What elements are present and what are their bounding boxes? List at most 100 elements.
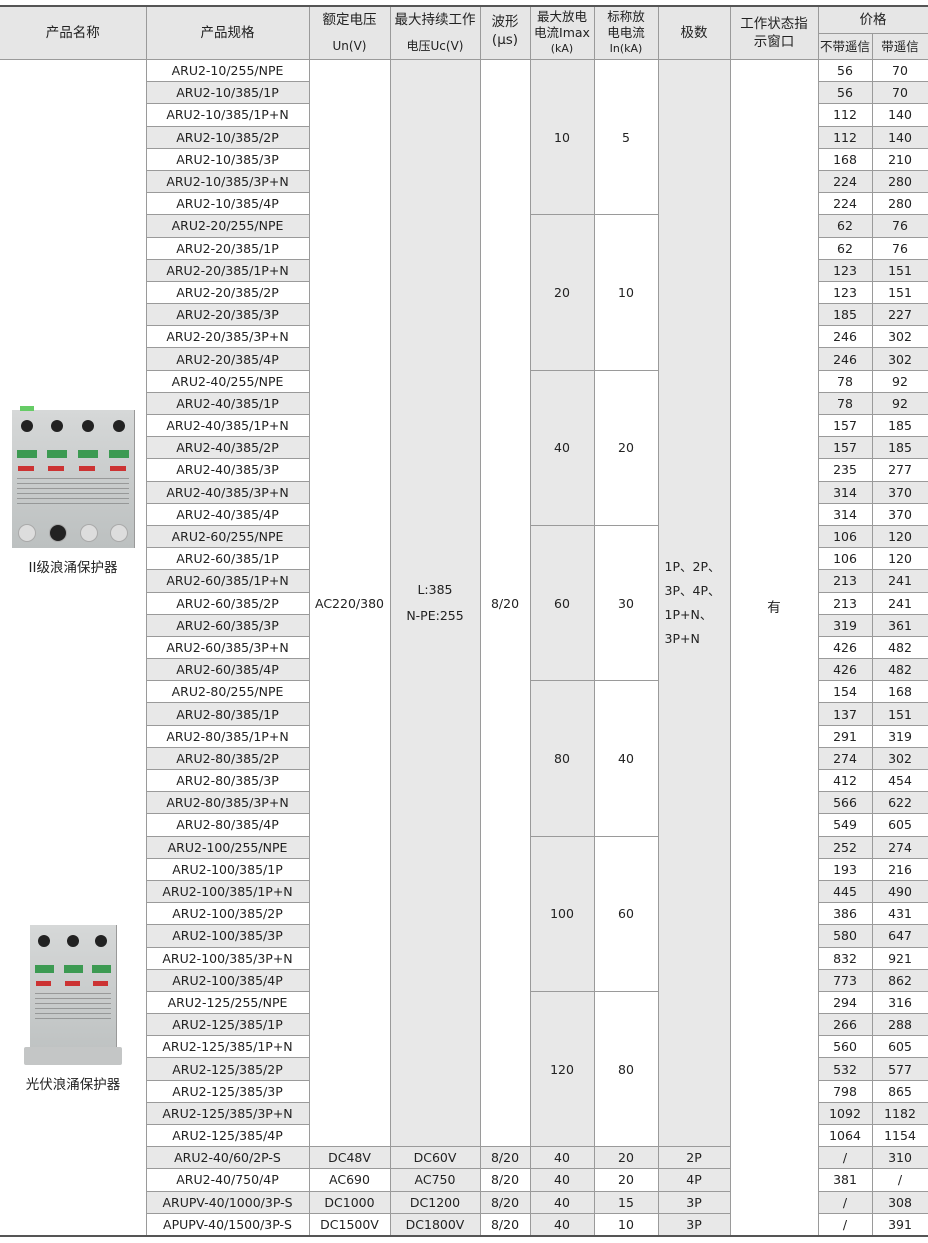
product-spec: ARU2-80/385/4P [145,813,310,837]
price-no-remote: 185 [817,303,873,327]
product-spec: ARU2-100/385/2P [145,902,310,926]
max-cont-voltage: L:385 N-PE:255 [389,58,481,1148]
imax: 40 [529,1190,595,1214]
product-spec: ARU2-60/385/2P [145,591,310,615]
price-no-remote: 235 [817,458,873,482]
price-remote: 865 [871,1079,928,1103]
in-current: 20 [593,1146,659,1170]
product-spec: ARU2-125/255/NPE [145,990,310,1015]
price-remote: 280 [871,169,928,194]
product-spec: ARU2-125/385/1P+N [145,1035,310,1059]
price-no-remote: 157 [817,436,873,460]
table-row: ARU2-125/255/NPE 120 80 294 316 [0,990,928,1148]
rated-voltage: DC1000 [308,1190,391,1214]
table-row: ARU2-20/255/NPE 20 10 62 76 [0,214,928,371]
header-product-name: 产品名称 [0,5,147,60]
price-no-remote: 314 [817,502,873,526]
table-row: ARU2-125/385/1P+N 560 605 [0,1035,928,1059]
table-row: ARU2-100/385/1P+N 445 490 [0,879,928,904]
price-no-remote: 252 [817,835,873,859]
status-window: 有 [729,58,819,1236]
product-spec: ARUPV-40/1000/3P-S [145,1190,310,1214]
price-no-remote: 137 [817,702,873,726]
price-no-remote: 773 [817,968,873,992]
header-poles: 极数 [657,5,731,60]
header-rated-voltage: 额定电压 Un(V) [308,5,391,60]
status-window-value: 有 [767,600,781,616]
rated-voltage: DC48V [308,1146,391,1170]
product-spec: ARU2-20/385/3P+N [145,325,310,349]
in-current: 80 [593,990,659,1148]
price-remote: 280 [871,192,928,216]
price-remote: 210 [871,147,928,171]
price-remote: 120 [871,524,928,549]
product-group-pv-surge: 光伏浪涌保护器 [0,925,146,1093]
in-current: 10 [593,214,659,371]
price-remote: 227 [871,303,928,327]
waveform: 8/20 [479,1168,531,1192]
price-remote: 241 [871,569,928,593]
table-row: ARU2-60/385/1P+N 213 241 [0,569,928,593]
header-in-l1: 标称放 [607,9,645,24]
product-spec: ARU2-60/385/4P [145,658,310,682]
table-row: ARU2-10/385/4P 224 280 [0,192,928,216]
max-cont-voltage: DC1200 [389,1190,481,1214]
poles: 2P [657,1146,731,1170]
price-no-remote: 832 [817,946,873,970]
price-remote: 370 [871,502,928,526]
imax: 100 [529,835,595,992]
table-row: ARU2-80/385/4P 549 605 [0,813,928,837]
table-row: ARU2-40/385/3P 235 277 [0,458,928,482]
price-no-remote: 266 [817,1013,873,1037]
table-row: ARU2-80/255/NPE 80 40 154 168 [0,680,928,837]
price-remote: 490 [871,879,928,904]
price-remote: 391 [871,1212,928,1237]
cell-line: 1P+N、 [664,607,713,623]
table-row: ARU2-125/385/4P 1064 1154 [0,1123,928,1148]
header-product-spec: 产品规格 [145,5,310,60]
product-spec: ARU2-80/385/3P+N [145,791,310,815]
product-spec: ARU2-20/385/4P [145,347,310,371]
table-row: ARU2-20/385/1P+N 123 151 [0,258,928,282]
product-spec: ARU2-10/385/4P [145,192,310,216]
price-no-remote: 154 [817,680,873,704]
price-no-remote: 1092 [817,1101,873,1126]
product-spec: ARU2-40/385/1P+N [145,413,310,438]
table-row: ARU2-100/385/4P 773 862 [0,968,928,992]
table-row: ARU2-10/385/1P+N 112 140 [0,103,928,127]
product-spec: ARU2-80/385/1P [145,702,310,726]
header-rated-voltage-l2: Un(V) [332,39,367,53]
price-remote: 140 [871,103,928,127]
waveform: 8/20 [479,1212,531,1237]
imax: 40 [529,1146,595,1170]
price-remote: 482 [871,635,928,660]
price-no-remote: 566 [817,791,873,815]
price-no-remote: / [817,1212,873,1237]
table-row: ARU2-40/385/4P 314 370 [0,502,928,526]
price-no-remote: 580 [817,924,873,948]
rated-voltage: DC1500V [308,1212,391,1237]
price-remote: 482 [871,658,928,682]
header-status-l1: 工作状态指 [740,16,808,32]
imax: 40 [529,369,595,526]
header-max-cont-voltage: 最大持续工作 电压Uc(V) [389,5,481,60]
table-row: ARU2-60/385/2P 213 241 [0,591,928,615]
waveform: 8/20 [479,1190,531,1214]
price-no-remote: 291 [817,724,873,748]
price-no-remote: 532 [817,1057,873,1081]
price-remote: 241 [871,591,928,615]
price-remote: 1182 [871,1101,928,1126]
product-spec: ARU2-40/60/2P-S [145,1146,310,1170]
header-status-l2: 示窗口 [753,34,795,50]
imax: 120 [529,990,595,1148]
table-row: ARU2-10/385/2P 112 140 [0,125,928,149]
price-no-remote: 426 [817,658,873,682]
price-remote: 274 [871,835,928,859]
product-group-ii-surge: II级浪涌保护器 [0,406,146,576]
header-in-l3: In(kA) [609,42,643,55]
in-current: 10 [593,1212,659,1237]
price-no-remote: 112 [817,125,873,149]
price-remote: 70 [871,81,928,105]
price-no-remote: 224 [817,192,873,216]
price-remote: 862 [871,968,928,992]
